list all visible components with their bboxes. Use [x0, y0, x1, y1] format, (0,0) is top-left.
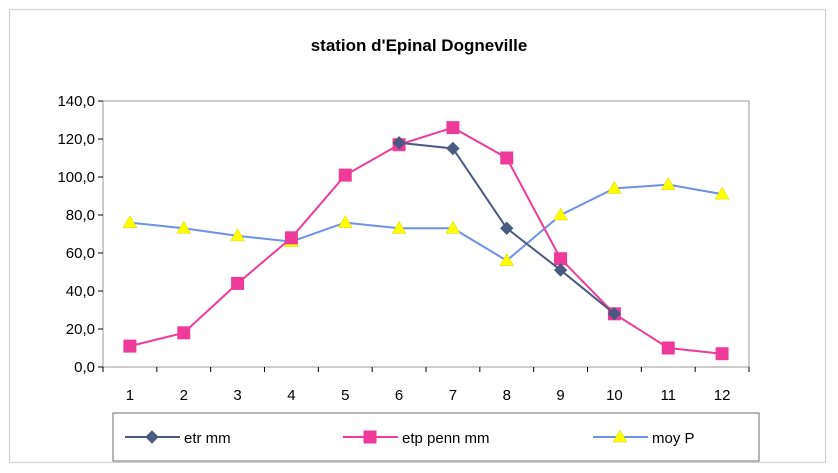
y-tick-label: 20,0 — [66, 321, 95, 338]
etr-marker — [446, 141, 460, 156]
etp-marker — [500, 151, 514, 165]
etr-marker — [607, 307, 622, 321]
etr-marker — [145, 430, 159, 444]
etp-marker — [338, 168, 352, 182]
plot-area — [102, 100, 750, 368]
x-tick-label: 4 — [287, 387, 295, 404]
etr-marker — [392, 136, 406, 150]
x-tick-label: 8 — [503, 387, 511, 404]
series-0 — [392, 136, 622, 321]
moy-p-marker — [553, 207, 569, 221]
moy-p-marker — [714, 186, 730, 200]
etp-marker — [554, 252, 568, 266]
x-axis: 1 2 3 4 5 6 7 8 9 10 11 12 — [102, 367, 750, 404]
x-tick-label: 12 — [714, 387, 731, 404]
legend: etr mm etp penn mm moy P — [125, 429, 695, 447]
moy-p-marker — [391, 220, 407, 234]
moy-p-marker — [176, 220, 192, 234]
etp-marker — [231, 276, 245, 290]
legend-box — [112, 412, 760, 462]
x-tick-label: 1 — [126, 387, 134, 404]
etr-marker — [500, 221, 514, 236]
y-tick-label: 0,0 — [74, 359, 95, 376]
x-tick-label: 5 — [341, 387, 349, 404]
x-tick-label: 2 — [180, 387, 188, 404]
y-tick-label: 60,0 — [66, 245, 95, 262]
etp-marker — [661, 341, 675, 355]
x-tick-label: 6 — [395, 387, 403, 404]
x-tick-label: 11 — [660, 387, 676, 404]
legend-label: moy P — [652, 430, 695, 447]
y-tick-label: 120,0 — [57, 131, 95, 148]
y-tick-label: 100,0 — [57, 169, 95, 186]
x-tick-label: 10 — [606, 387, 623, 404]
moy-p-marker — [122, 215, 138, 228]
etp-marker — [363, 430, 377, 444]
x-tick-label: 7 — [449, 387, 457, 404]
series-line — [129, 183, 723, 262]
etr-marker — [553, 263, 568, 277]
y-tick-label: 40,0 — [66, 283, 95, 300]
moy-p-marker — [612, 429, 628, 443]
etp-marker — [177, 326, 191, 340]
series-line — [129, 126, 723, 355]
moy-p-marker — [499, 253, 515, 266]
moy-p-marker — [337, 215, 353, 228]
series-layer — [122, 121, 730, 361]
moy-p-marker — [445, 220, 461, 234]
etp-marker — [446, 121, 460, 135]
y-tick-label: 140,0 — [57, 93, 95, 110]
chart-title: station d'Epinal Dogneville — [310, 36, 528, 55]
moy-p-marker — [606, 180, 622, 194]
series-2 — [122, 177, 730, 266]
etp-marker — [284, 231, 298, 245]
etp-marker — [715, 347, 729, 361]
y-axis: 0,0 20,0 40,0 60,0 80,0 100,0 120,0 140,0 — [57, 93, 103, 376]
x-tick-label: 3 — [233, 387, 241, 404]
etp-marker — [123, 339, 137, 353]
legend-label: etp penn mm — [402, 430, 490, 447]
moy-p-marker — [230, 228, 246, 242]
moy-p-marker — [660, 177, 676, 190]
x-tick-label: 9 — [556, 387, 564, 404]
legend-label: etr mm — [184, 430, 231, 447]
y-tick-label: 80,0 — [66, 207, 95, 224]
